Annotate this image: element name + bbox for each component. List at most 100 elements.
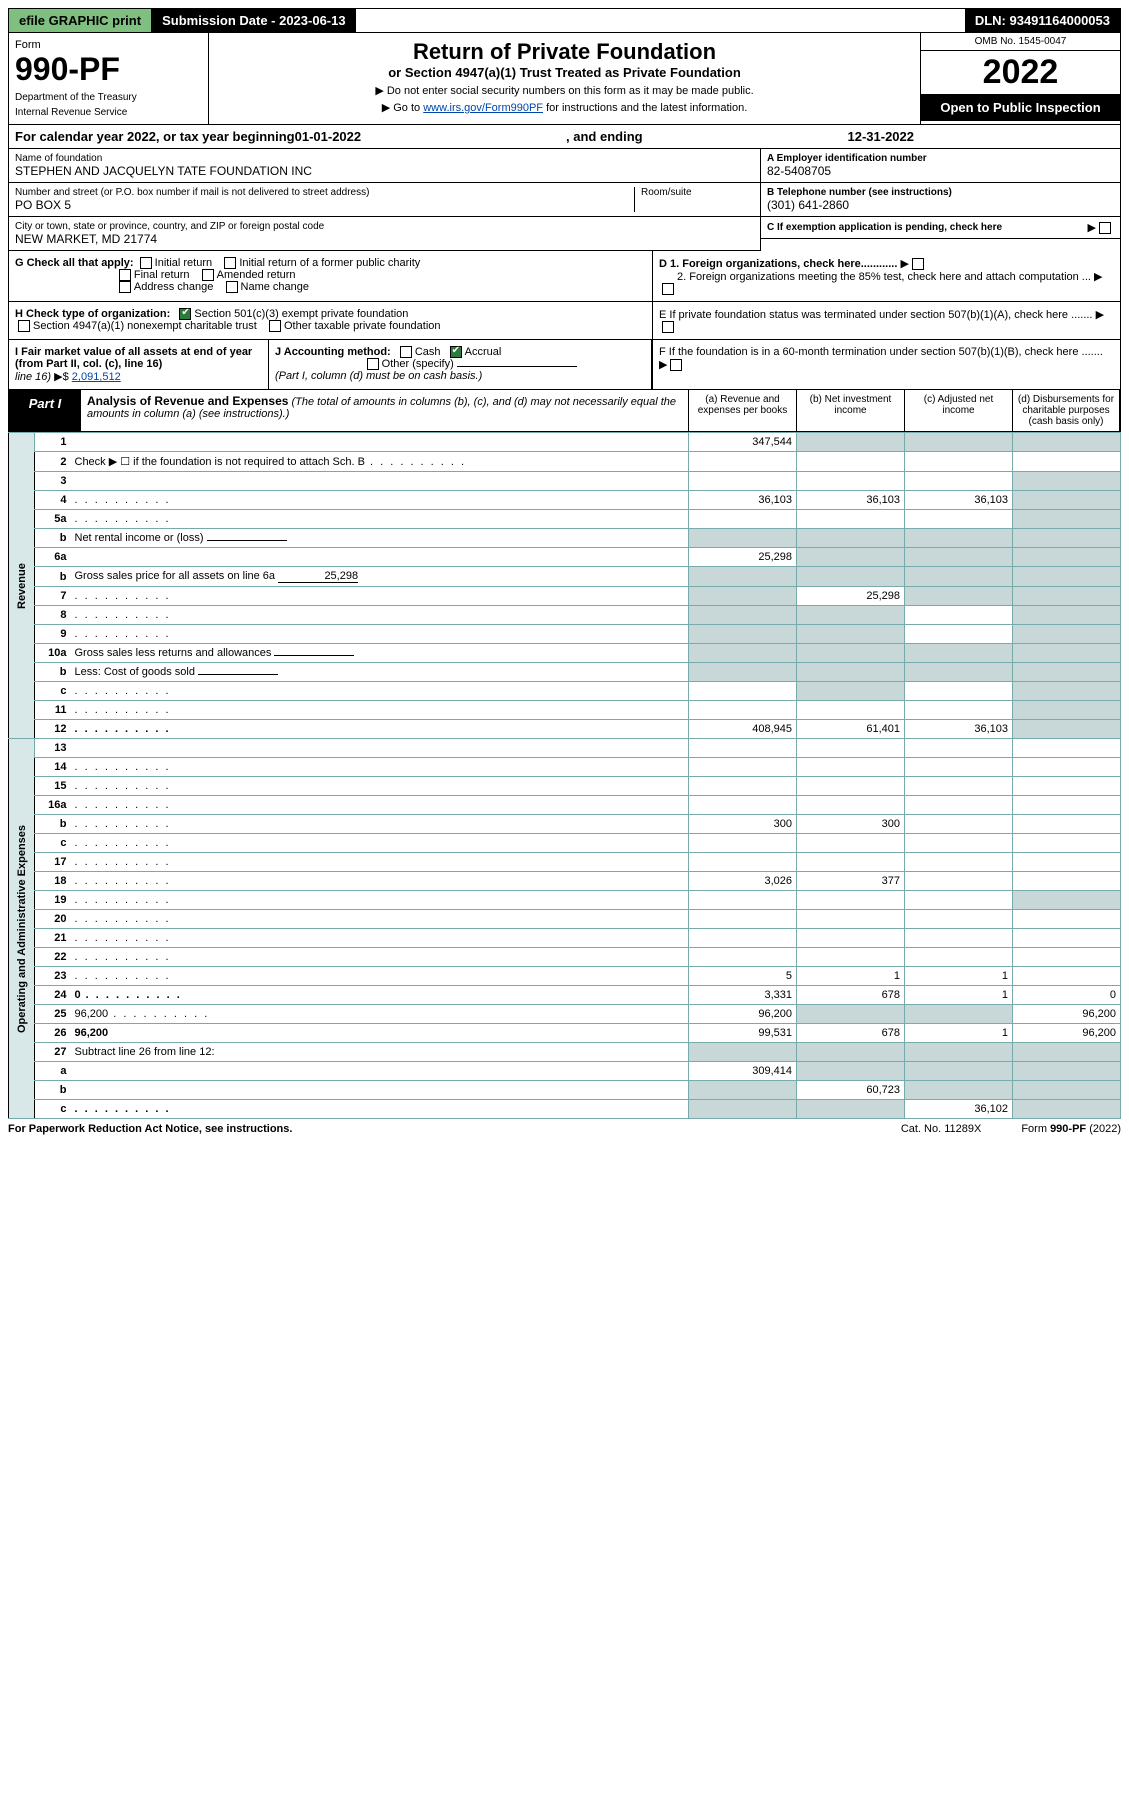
- amount-cell: [1013, 1081, 1121, 1100]
- room-label: Room/suite: [641, 187, 754, 198]
- amount-cell: 408,945: [689, 720, 797, 739]
- initial-return-checkbox[interactable]: [140, 257, 152, 269]
- f-label: F If the foundation is in a 60-month ter…: [659, 346, 1103, 358]
- amount-cell: [1013, 491, 1121, 510]
- amount-cell: [1013, 1062, 1121, 1081]
- part1-title: Analysis of Revenue and Expenses: [87, 394, 288, 408]
- accrual-checkbox[interactable]: [450, 346, 462, 358]
- other-taxable-checkbox[interactable]: [269, 320, 281, 332]
- amount-cell: [689, 891, 797, 910]
- amount-cell: [797, 701, 905, 720]
- part1-table: Revenue1347,5442Check ▶ ☐ if the foundat…: [8, 432, 1121, 1119]
- row-number: c: [35, 1100, 71, 1119]
- row-number: 18: [35, 872, 71, 891]
- cash-checkbox[interactable]: [400, 346, 412, 358]
- form-note-2: ▶ Go to www.irs.gov/Form990PF for instru…: [215, 101, 914, 114]
- row-number: 8: [35, 606, 71, 625]
- form-number: 990-PF: [15, 51, 202, 88]
- row-desc: Gross sales price for all assets on line…: [71, 567, 689, 587]
- amount-cell: [689, 1100, 797, 1119]
- irs-link[interactable]: www.irs.gov/Form990PF: [423, 102, 543, 114]
- d1-checkbox[interactable]: [912, 258, 924, 270]
- row-desc: [71, 1081, 689, 1100]
- f-checkbox[interactable]: [670, 359, 682, 371]
- exemption-pending-label: C If exemption application is pending, c…: [767, 222, 1088, 233]
- amount-cell: [1013, 452, 1121, 472]
- amount-cell: [689, 587, 797, 606]
- amount-cell: 1: [797, 967, 905, 986]
- amount-cell: 36,103: [905, 720, 1013, 739]
- row-desc: 0: [71, 986, 689, 1005]
- efile-print-button[interactable]: efile GRAPHIC print: [9, 9, 152, 32]
- amount-cell: [1013, 663, 1121, 682]
- amount-cell: [689, 777, 797, 796]
- amount-cell: 25,298: [689, 548, 797, 567]
- final-return-checkbox[interactable]: [119, 269, 131, 281]
- city-label: City or town, state or province, country…: [15, 221, 754, 232]
- name-change-checkbox[interactable]: [226, 281, 238, 293]
- amount-cell: 309,414: [689, 1062, 797, 1081]
- form-ref: Form 990-PF (2022): [1021, 1123, 1121, 1135]
- row-number: 16a: [35, 796, 71, 815]
- amount-cell: [689, 452, 797, 472]
- amount-cell: [905, 834, 1013, 853]
- amount-cell: 5: [689, 967, 797, 986]
- amount-cell: [1013, 625, 1121, 644]
- row-desc: Check ▶ ☐ if the foundation is not requi…: [71, 452, 689, 472]
- 4947a1-checkbox[interactable]: [18, 320, 30, 332]
- amount-cell: [905, 739, 1013, 758]
- initial-return-former-checkbox[interactable]: [224, 257, 236, 269]
- amount-cell: [905, 625, 1013, 644]
- row-number: 25: [35, 1005, 71, 1024]
- e-checkbox[interactable]: [662, 321, 674, 333]
- form-subtitle: or Section 4947(a)(1) Trust Treated as P…: [215, 65, 914, 80]
- form-title: Return of Private Foundation: [215, 39, 914, 65]
- row-desc: [71, 587, 689, 606]
- exemption-checkbox[interactable]: [1099, 222, 1111, 234]
- address-change-checkbox[interactable]: [119, 281, 131, 293]
- form-header: Form 990-PF Department of the Treasury I…: [8, 33, 1121, 125]
- 501c3-checkbox[interactable]: [179, 308, 191, 320]
- row-desc: [71, 510, 689, 529]
- row-number: 9: [35, 625, 71, 644]
- row-desc: [71, 606, 689, 625]
- amount-cell: [797, 433, 905, 452]
- amount-cell: [797, 682, 905, 701]
- amount-cell: 99,531: [689, 1024, 797, 1043]
- amount-cell: [689, 1081, 797, 1100]
- fmv-amount[interactable]: 2,091,512: [72, 371, 121, 383]
- amount-cell: [689, 1043, 797, 1062]
- row-desc: [71, 777, 689, 796]
- amount-cell: 36,103: [689, 491, 797, 510]
- amount-cell: [905, 1062, 1013, 1081]
- expenses-side-label: Operating and Administrative Expenses: [9, 739, 35, 1119]
- row-desc: [71, 720, 689, 739]
- amount-cell: [1013, 872, 1121, 891]
- amount-cell: 678: [797, 1024, 905, 1043]
- row-number: 6a: [35, 548, 71, 567]
- amount-cell: [905, 452, 1013, 472]
- row-number: 7: [35, 587, 71, 606]
- dln: DLN: 93491164000053: [965, 9, 1120, 32]
- address: PO BOX 5: [15, 198, 634, 212]
- amount-cell: [797, 853, 905, 872]
- row-number: b: [35, 663, 71, 682]
- amount-cell: [797, 777, 905, 796]
- other-method-checkbox[interactable]: [367, 358, 379, 370]
- d2-checkbox[interactable]: [662, 283, 674, 295]
- amount-cell: [1013, 1043, 1121, 1062]
- amount-cell: [689, 948, 797, 967]
- amount-cell: [905, 853, 1013, 872]
- amount-cell: [797, 948, 905, 967]
- row-desc: [71, 491, 689, 510]
- amount-cell: [689, 644, 797, 663]
- check-block-ijf: I Fair market value of all assets at end…: [8, 340, 1121, 390]
- amount-cell: [1013, 644, 1121, 663]
- amount-cell: [1013, 758, 1121, 777]
- paperwork-notice: For Paperwork Reduction Act Notice, see …: [8, 1123, 901, 1135]
- amended-return-checkbox[interactable]: [202, 269, 214, 281]
- amount-cell: [797, 1005, 905, 1024]
- amount-cell: [905, 910, 1013, 929]
- amount-cell: [689, 701, 797, 720]
- row-number: 24: [35, 986, 71, 1005]
